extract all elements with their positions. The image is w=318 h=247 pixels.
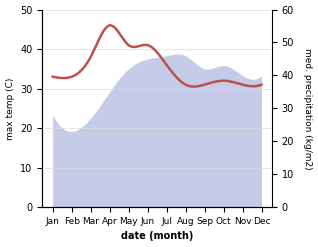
Y-axis label: med. precipitation (kg/m2): med. precipitation (kg/m2) (303, 48, 313, 169)
X-axis label: date (month): date (month) (121, 231, 193, 242)
Y-axis label: max temp (C): max temp (C) (5, 77, 15, 140)
